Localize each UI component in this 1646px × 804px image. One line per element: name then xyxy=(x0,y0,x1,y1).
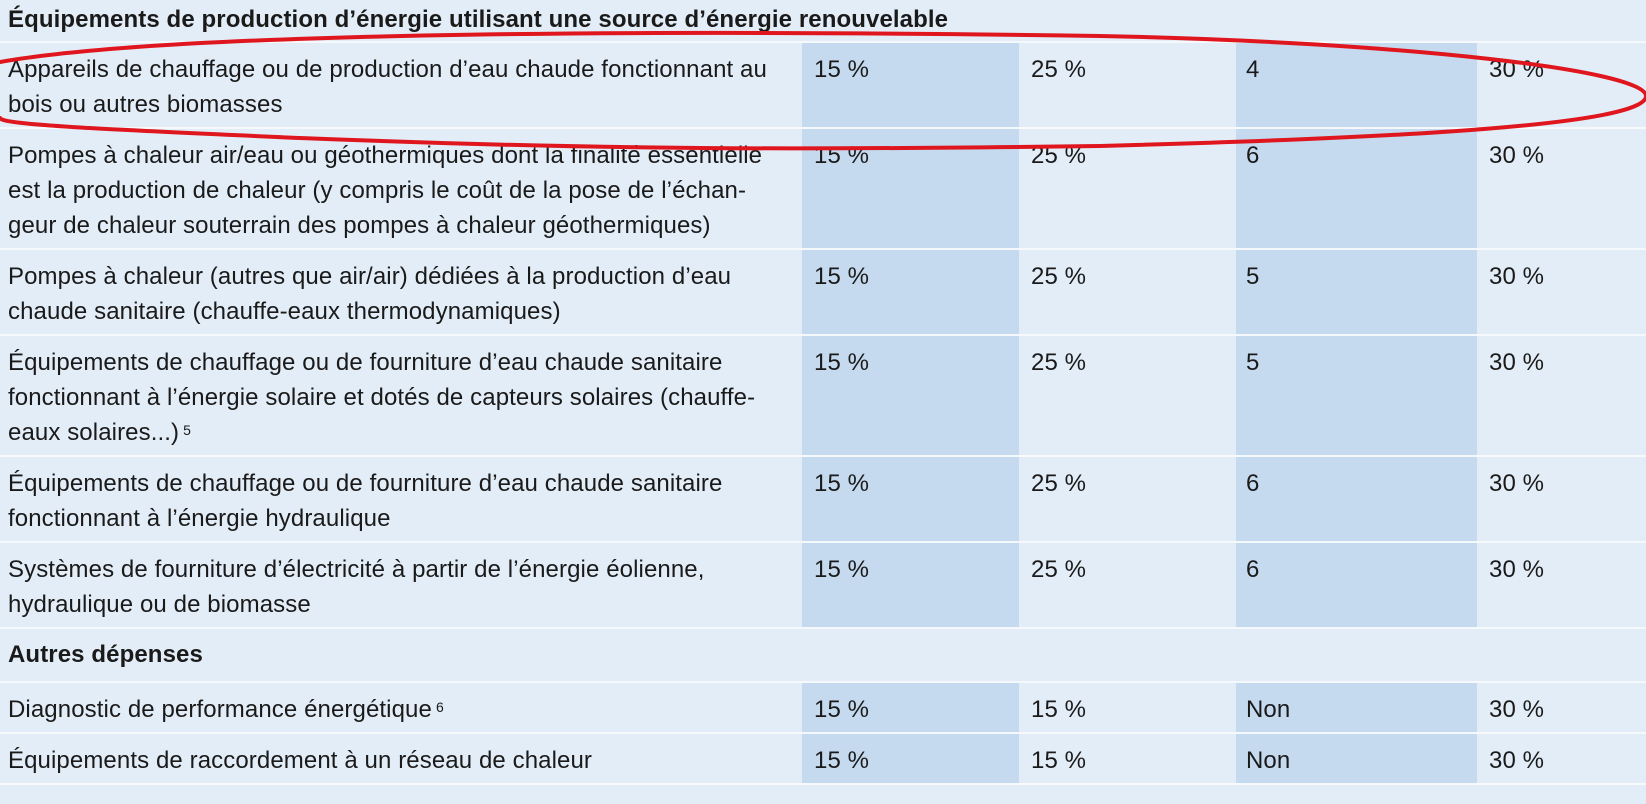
rate-cell-1: 15 % xyxy=(802,42,1019,129)
rate-cell-1: 15 % xyxy=(802,682,1019,734)
value-cell-3: 5 xyxy=(1236,249,1477,336)
rate-cell-2: 25 % xyxy=(1019,128,1236,250)
rate-cell-4: 30 % xyxy=(1477,128,1646,250)
rate-cell-1: 15 % xyxy=(802,249,1019,336)
table-row: Équipements de raccordement à un réseau … xyxy=(0,733,1646,785)
row-label: Équipements de chauffage ou de fournitur… xyxy=(0,456,802,543)
rate-cell-4: 30 % xyxy=(1477,542,1646,629)
rate-cell-2: 25 % xyxy=(1019,456,1236,543)
table-row: Systèmes de fourniture d’électricité à p… xyxy=(0,542,1646,629)
table-row: Équipements de chauffage ou de fournitur… xyxy=(0,335,1646,457)
section-header-renewable: Équipements de production d’énergie util… xyxy=(0,0,1646,43)
row-label: Systèmes de fourniture d’électricité à p… xyxy=(0,542,802,629)
table-row: Pompes à chaleur (autres que air/air) dé… xyxy=(0,249,1646,336)
row-label: Équipements de raccordement à un réseau … xyxy=(0,733,802,785)
rate-cell-1: 15 % xyxy=(802,542,1019,629)
row-label: Appareils de chauffage ou de production … xyxy=(0,42,802,129)
row-label: Diagnostic de performance énergétique 6 xyxy=(0,682,802,734)
rate-cell-1: 15 % xyxy=(802,335,1019,457)
value-cell-3: 6 xyxy=(1236,128,1477,250)
rate-cell-2: 15 % xyxy=(1019,682,1236,734)
rate-cell-4: 30 % xyxy=(1477,682,1646,734)
row-label: Pompes à chaleur air/eau ou géothermique… xyxy=(0,128,802,250)
row-label: Pompes à chaleur (autres que air/air) dé… xyxy=(0,249,802,336)
section-title: Autres dépenses xyxy=(0,628,1646,683)
rate-cell-2: 25 % xyxy=(1019,542,1236,629)
section-header-other: Autres dépenses xyxy=(0,628,1646,683)
rate-cell-2: 25 % xyxy=(1019,42,1236,129)
rate-cell-2: 25 % xyxy=(1019,249,1236,336)
row-label: Équipements de chauffage ou de fournitur… xyxy=(0,335,802,457)
rate-cell-2: 25 % xyxy=(1019,335,1236,457)
rate-cell-2: 15 % xyxy=(1019,733,1236,785)
footnote-ref: 6 xyxy=(435,699,444,715)
value-cell-3: 4 xyxy=(1236,42,1477,129)
rate-cell-1: 15 % xyxy=(802,456,1019,543)
rate-cell-4: 30 % xyxy=(1477,249,1646,336)
tax-credit-table: Équipements de production d’énergie util… xyxy=(0,0,1646,785)
value-cell-3: 5 xyxy=(1236,335,1477,457)
rate-cell-1: 15 % xyxy=(802,733,1019,785)
table-row: Pompes à chaleur air/eau ou géothermique… xyxy=(0,128,1646,250)
rate-cell-4: 30 % xyxy=(1477,335,1646,457)
table-row: Équipements de chauffage ou de fournitur… xyxy=(0,456,1646,543)
rate-cell-4: 30 % xyxy=(1477,42,1646,129)
value-cell-3: 6 xyxy=(1236,456,1477,543)
rate-cell-1: 15 % xyxy=(802,128,1019,250)
rate-cell-4: 30 % xyxy=(1477,456,1646,543)
section-title: Équipements de production d’énergie util… xyxy=(0,0,1646,43)
table-row: Diagnostic de performance énergétique 6 1… xyxy=(0,682,1646,734)
table-row: Appareils de chauffage ou de production … xyxy=(0,42,1646,129)
value-cell-3: Non xyxy=(1236,733,1477,785)
value-cell-3: Non xyxy=(1236,682,1477,734)
value-cell-3: 6 xyxy=(1236,542,1477,629)
footnote-ref: 5 xyxy=(183,422,191,438)
rate-cell-4: 30 % xyxy=(1477,733,1646,785)
